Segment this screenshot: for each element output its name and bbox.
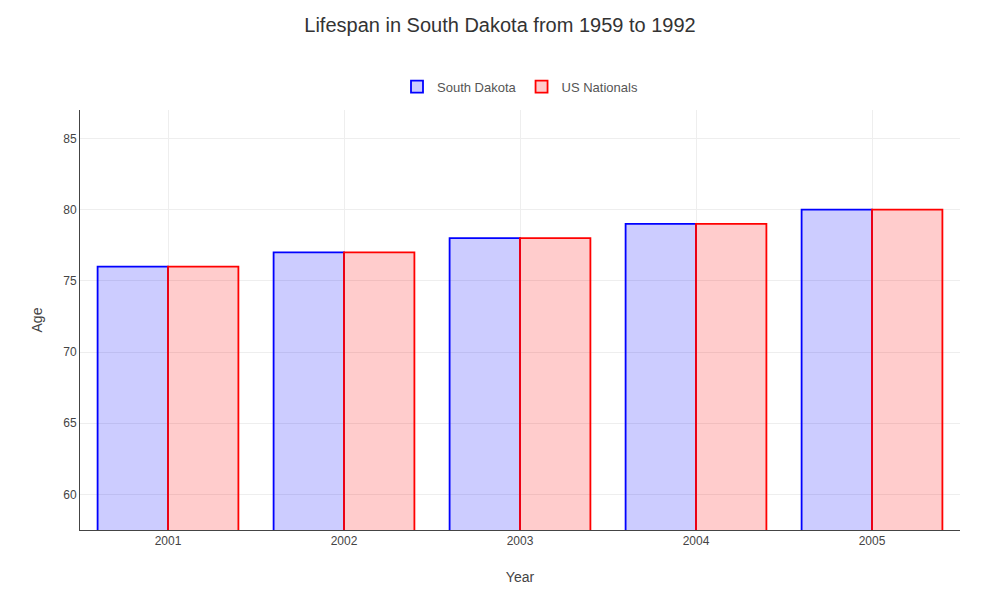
svg-text:70: 70 (63, 345, 77, 359)
svg-text:2002: 2002 (331, 534, 358, 548)
svg-text:65: 65 (63, 416, 77, 430)
svg-text:60: 60 (63, 488, 77, 502)
svg-text:Year: Year (506, 569, 535, 585)
svg-text:2004: 2004 (683, 534, 710, 548)
svg-text:2003: 2003 (507, 534, 534, 548)
svg-text:80: 80 (63, 203, 77, 217)
svg-text:Age: Age (29, 307, 45, 332)
svg-text:Lifespan in South Dakota from: Lifespan in South Dakota from 1959 to 19… (304, 14, 695, 36)
svg-text:2005: 2005 (859, 534, 886, 548)
svg-text:85: 85 (63, 132, 77, 146)
svg-text:2001: 2001 (155, 534, 182, 548)
svg-text:75: 75 (63, 274, 77, 288)
svg-text:South Dakota: South Dakota (437, 80, 517, 95)
svg-text:US Nationals: US Nationals (562, 80, 638, 95)
